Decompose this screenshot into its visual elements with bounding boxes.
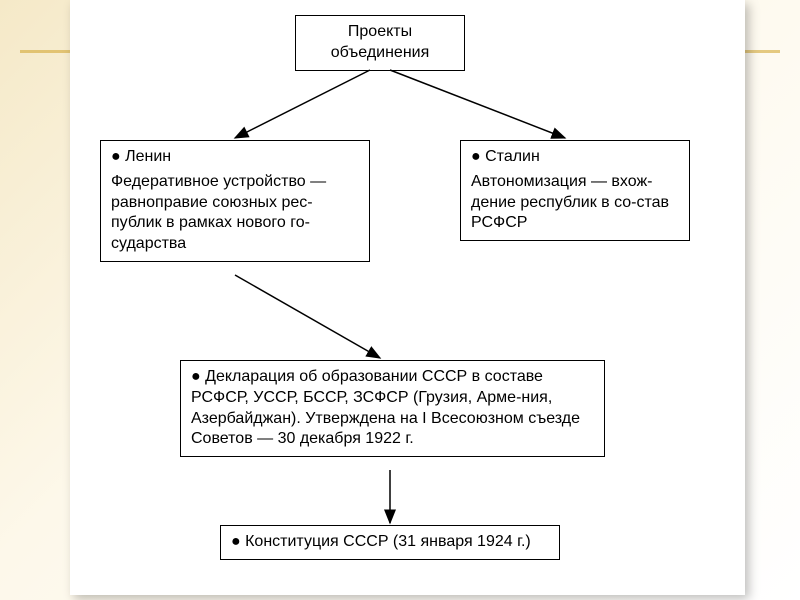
arrows-layer bbox=[70, 0, 745, 595]
node-constitution-text: ● Конституция СССР (31 января 1924 г.) bbox=[231, 533, 531, 550]
edge-root-lenin bbox=[235, 70, 370, 138]
node-stalin-body: Автономизация — вхож-дение республик в с… bbox=[471, 172, 679, 234]
node-lenin-body: Федеративное устройство — равноправие со… bbox=[111, 172, 359, 255]
node-root: Проекты объединения bbox=[295, 15, 465, 71]
node-lenin: ● Ленин Федеративное устройство — равноп… bbox=[100, 140, 370, 262]
diagram-canvas: Проекты объединения ● Ленин Федеративное… bbox=[70, 0, 745, 595]
edge-root-stalin bbox=[390, 70, 565, 138]
node-lenin-bullet: ● Ленин bbox=[111, 148, 171, 165]
edge-lenin-declaration bbox=[235, 275, 380, 358]
node-root-title: Проекты объединения bbox=[331, 23, 430, 61]
node-constitution: ● Конституция СССР (31 января 1924 г.) bbox=[220, 525, 560, 560]
node-declaration: ● Декларация об образовании СССР в соста… bbox=[180, 360, 605, 457]
node-stalin: ● Сталин Автономизация — вхож-дение респ… bbox=[460, 140, 690, 241]
node-stalin-bullet: ● Сталин bbox=[471, 148, 540, 165]
node-declaration-text: ● Декларация об образовании СССР в соста… bbox=[191, 368, 580, 447]
